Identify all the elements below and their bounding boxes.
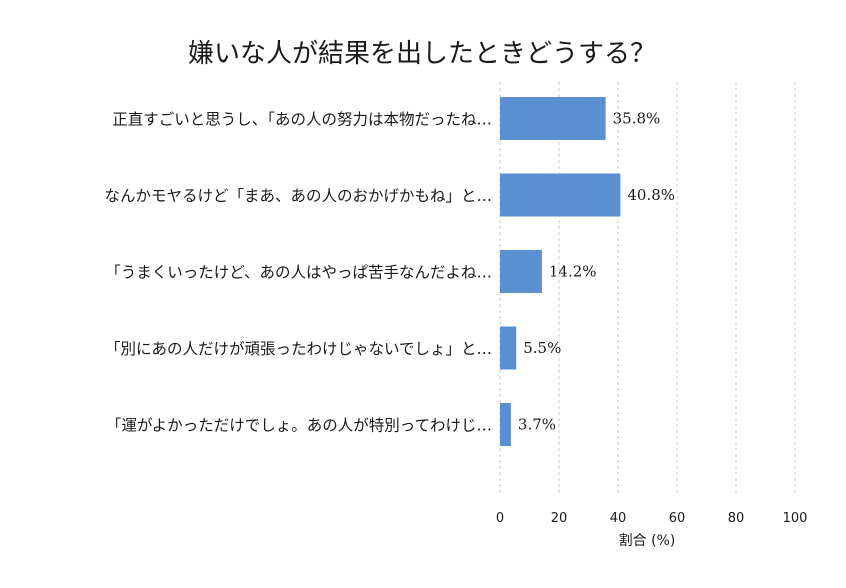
x-tick-label-0: 0	[496, 511, 504, 526]
value-label-3: 14.2%	[549, 263, 597, 281]
bars	[500, 97, 621, 446]
bar-3	[500, 250, 542, 293]
category-label-1: 正直すごいと思うし、「あの人の努力は本物だったね…	[112, 111, 492, 129]
bar-4	[500, 326, 517, 370]
x-tick-label-20: 20	[551, 511, 568, 526]
chart-title: 嫌いな人が結果を出したときどうする？	[188, 39, 656, 69]
value-label-2: 40.8%	[627, 186, 675, 204]
category-label-4: 「別にあの人だけが頑張ったわけじゃないでしょ」と…	[105, 340, 492, 358]
category-labels: 正直すごいと思うし、「あの人の努力は本物だったね… なんかモヤるけど「まあ、あの人…	[104, 111, 492, 435]
bar-2	[500, 173, 621, 217]
x-tick-label-80: 80	[728, 511, 745, 526]
x-axis-ticks: 0 20 40 60 80 100	[496, 511, 808, 526]
bar-5	[500, 403, 511, 446]
x-tick-label-40: 40	[610, 511, 627, 526]
bar-1	[500, 97, 606, 140]
category-label-2: なんかモヤるけど「まあ、あの人のおかげかもね」と…	[104, 187, 492, 205]
x-tick-label-100: 100	[783, 511, 808, 526]
value-label-4: 5.5%	[523, 339, 561, 357]
value-label-1: 35.8%	[613, 110, 661, 128]
category-label-5: 「運がよかっただけでしょ。あの人が特別ってわけじ…	[106, 417, 492, 435]
value-label-5: 3.7%	[518, 416, 556, 434]
x-tick-label-60: 60	[669, 511, 686, 526]
x-axis-title: 割合 (%)	[619, 532, 676, 549]
category-label-3: 「うまくいったけど、あの人はやっぱ苦手なんだよね…	[105, 264, 492, 282]
value-labels: 35.8% 40.8% 14.2% 5.5% 3.7%	[518, 110, 675, 434]
